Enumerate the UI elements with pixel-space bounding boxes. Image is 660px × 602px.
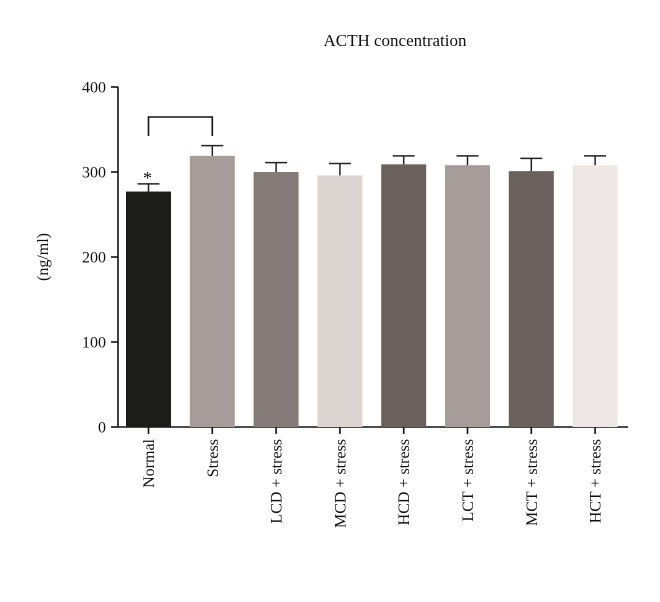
- x-tick-label: MCT + stress: [524, 439, 541, 526]
- x-tick-label: Normal: [141, 438, 158, 487]
- y-tick-label: 0: [98, 420, 106, 437]
- plot-area: 0 100 200 300 400 Normal Stress LCD + stress MCD…: [82, 80, 628, 528]
- significance-bracket: [147, 116, 214, 136]
- y-tick-label: 300: [82, 165, 106, 182]
- x-tick-label: HCT + stress: [588, 439, 605, 523]
- bar: [445, 165, 490, 427]
- bar: [381, 164, 427, 427]
- chart-title: ACTH concentration: [323, 31, 467, 50]
- y-tick-label: 400: [82, 80, 106, 97]
- x-tick-label: LCD + stress: [269, 439, 286, 524]
- bar: [508, 171, 554, 427]
- x-tick-label: MCD + stress: [332, 439, 349, 528]
- y-tick-label: 200: [82, 250, 106, 267]
- y-axis-label: (ng/ml): [35, 233, 52, 281]
- bar: [317, 175, 363, 427]
- bar: [126, 191, 171, 427]
- x-tick-label: HCD + stress: [396, 439, 413, 525]
- bar: [189, 155, 235, 427]
- bar: [253, 172, 299, 427]
- significance-marker: *: [143, 168, 152, 188]
- bar: [572, 165, 618, 427]
- x-tick-label: Stress: [205, 439, 222, 477]
- y-tick-label: 100: [82, 335, 106, 352]
- x-tick-label: LCT + stress: [460, 439, 477, 522]
